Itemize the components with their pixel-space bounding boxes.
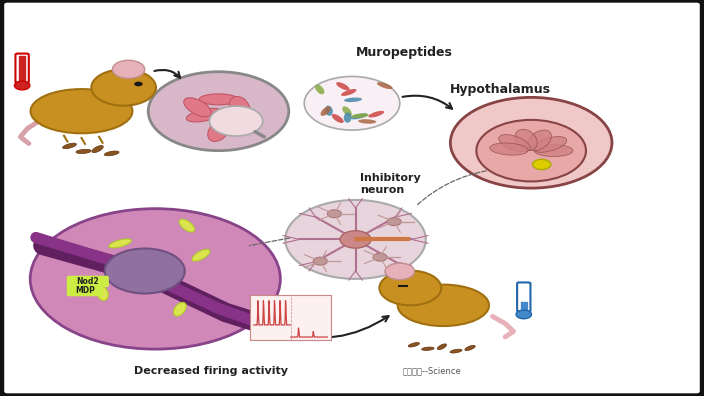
- Ellipse shape: [218, 110, 247, 128]
- Ellipse shape: [344, 97, 362, 102]
- Ellipse shape: [173, 303, 187, 316]
- Circle shape: [477, 120, 586, 181]
- Ellipse shape: [109, 239, 132, 248]
- Ellipse shape: [320, 107, 331, 116]
- Circle shape: [14, 81, 30, 90]
- Ellipse shape: [187, 109, 222, 122]
- Ellipse shape: [533, 137, 567, 152]
- Text: Hypothalamus: Hypothalamus: [451, 83, 551, 96]
- FancyBboxPatch shape: [15, 53, 29, 83]
- Ellipse shape: [97, 286, 108, 301]
- Circle shape: [532, 159, 551, 169]
- Ellipse shape: [351, 113, 367, 120]
- Circle shape: [379, 270, 441, 305]
- Ellipse shape: [358, 119, 377, 124]
- Circle shape: [340, 231, 371, 248]
- Ellipse shape: [179, 219, 194, 232]
- Ellipse shape: [199, 94, 238, 105]
- FancyBboxPatch shape: [67, 285, 103, 296]
- Ellipse shape: [104, 151, 119, 156]
- FancyBboxPatch shape: [4, 3, 700, 393]
- Circle shape: [327, 210, 341, 218]
- Ellipse shape: [527, 130, 551, 150]
- Ellipse shape: [498, 135, 530, 152]
- Text: Inhibitory
neuron: Inhibitory neuron: [360, 173, 421, 195]
- Ellipse shape: [344, 112, 351, 123]
- Ellipse shape: [325, 106, 333, 116]
- Ellipse shape: [398, 285, 489, 326]
- Ellipse shape: [515, 129, 537, 150]
- Text: Nod2: Nod2: [77, 277, 99, 286]
- Ellipse shape: [336, 82, 350, 90]
- Ellipse shape: [230, 97, 250, 118]
- FancyBboxPatch shape: [517, 282, 530, 312]
- Circle shape: [304, 76, 400, 130]
- Circle shape: [387, 218, 401, 226]
- Circle shape: [92, 69, 156, 106]
- Ellipse shape: [332, 114, 344, 123]
- Circle shape: [451, 97, 612, 188]
- Text: 图片来源--Science: 图片来源--Science: [403, 366, 461, 375]
- Circle shape: [105, 249, 184, 293]
- Ellipse shape: [208, 120, 230, 141]
- Circle shape: [134, 82, 143, 86]
- Text: Muropeptides: Muropeptides: [356, 46, 453, 59]
- Ellipse shape: [192, 249, 210, 261]
- Ellipse shape: [342, 107, 352, 116]
- FancyBboxPatch shape: [67, 276, 109, 287]
- Ellipse shape: [30, 89, 132, 133]
- Ellipse shape: [422, 347, 434, 350]
- Ellipse shape: [184, 98, 211, 117]
- Ellipse shape: [92, 145, 103, 152]
- Ellipse shape: [450, 349, 462, 353]
- Ellipse shape: [465, 345, 475, 350]
- Text: Decreased firing activity: Decreased firing activity: [134, 366, 289, 376]
- Ellipse shape: [341, 89, 356, 96]
- Circle shape: [30, 209, 280, 349]
- Circle shape: [385, 263, 415, 280]
- Ellipse shape: [351, 113, 369, 118]
- Ellipse shape: [534, 145, 573, 156]
- Ellipse shape: [63, 143, 77, 148]
- Circle shape: [516, 310, 532, 319]
- Circle shape: [285, 200, 426, 279]
- Circle shape: [113, 60, 145, 78]
- Ellipse shape: [408, 343, 420, 347]
- Circle shape: [209, 106, 263, 136]
- Ellipse shape: [368, 111, 384, 118]
- Ellipse shape: [76, 149, 92, 154]
- Ellipse shape: [377, 82, 393, 89]
- Circle shape: [149, 72, 289, 150]
- Circle shape: [313, 257, 327, 265]
- Ellipse shape: [315, 84, 325, 94]
- Ellipse shape: [490, 143, 528, 155]
- Ellipse shape: [437, 344, 446, 350]
- Text: MDP: MDP: [75, 286, 95, 295]
- Circle shape: [373, 253, 387, 261]
